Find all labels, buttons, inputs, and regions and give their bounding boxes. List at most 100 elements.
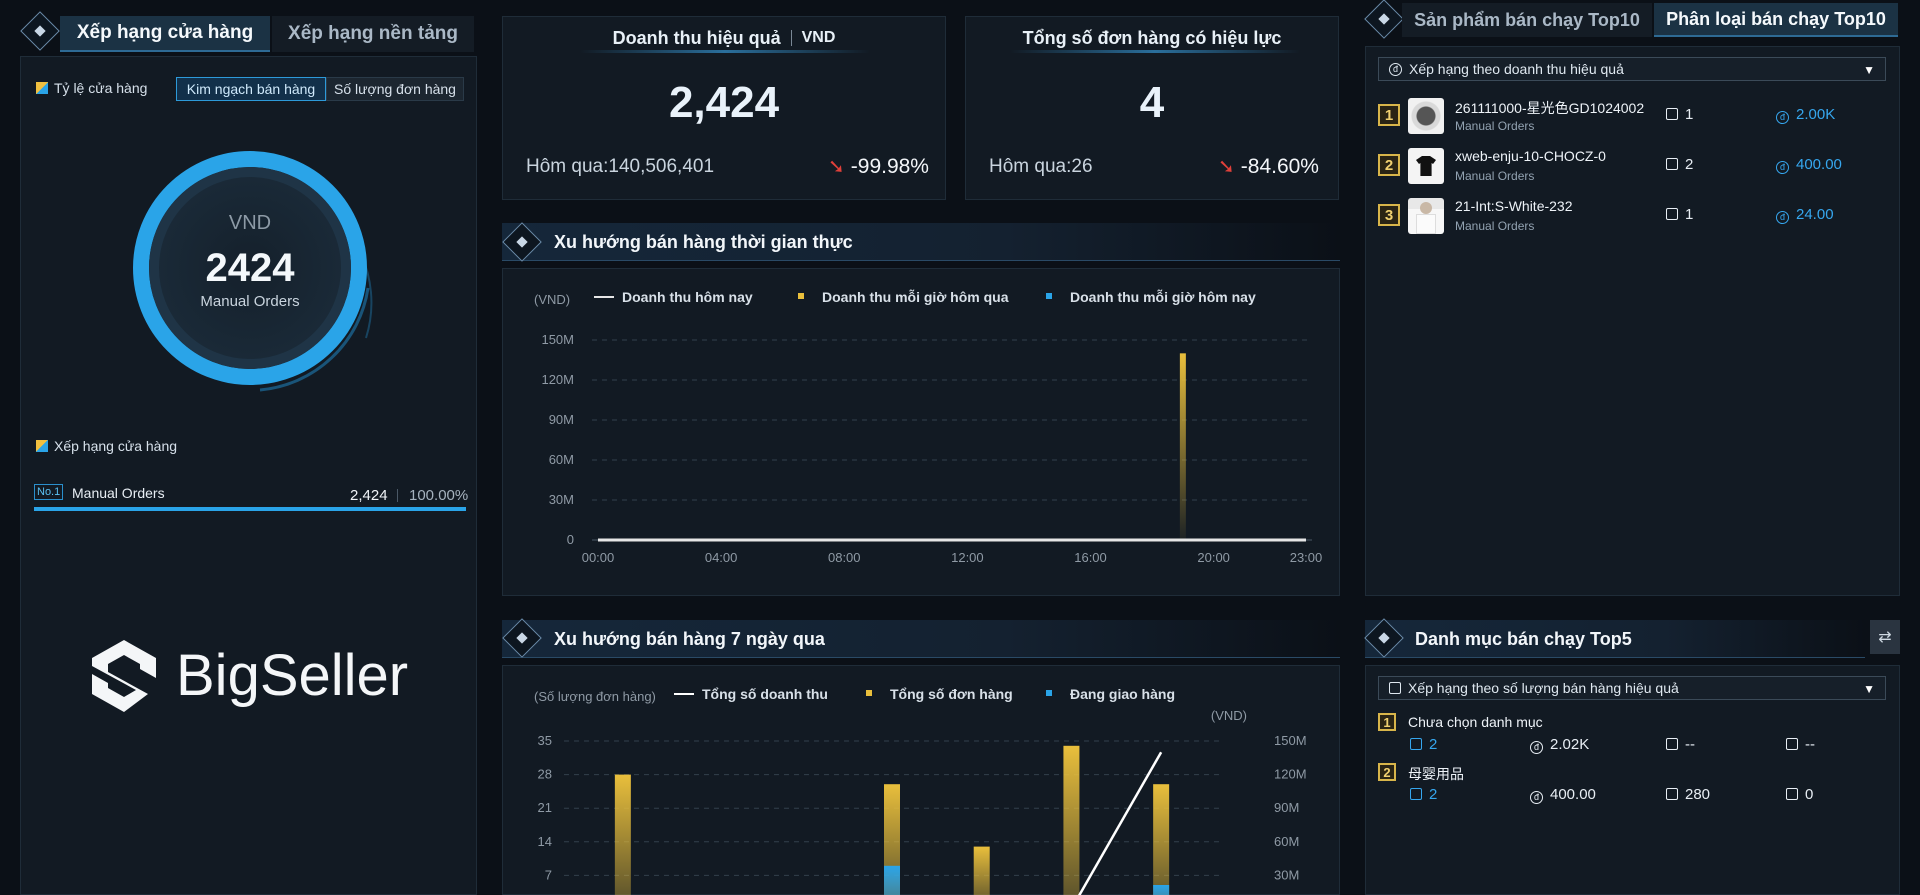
- order-icon: [1410, 788, 1422, 800]
- right-tick-label: 30M: [1274, 867, 1299, 882]
- category-stock-value: --: [1685, 736, 1695, 753]
- x-tick-label: 20:00: [1197, 550, 1230, 565]
- product-name: 21-Int:S-White-232: [1455, 198, 1573, 214]
- categories-title: Danh mục bán chạy Top5: [1415, 629, 1632, 649]
- left-tick-label: 14: [538, 834, 552, 849]
- rank-badge: 1: [1378, 713, 1396, 731]
- category-revenue: đ 2.02K: [1530, 736, 1589, 754]
- ranking-store-name: Manual Orders: [72, 485, 165, 501]
- store-ranking-text: Xếp hạng cửa hàng: [54, 438, 178, 454]
- list-item[interactable]: 1 Chưa chọn danh mục 2 đ 2.02K -- --: [1378, 712, 1886, 760]
- legend-label: Tổng số đơn hàng: [890, 686, 1013, 702]
- toggle-sales-amount[interactable]: Kim ngạch bán hàng: [176, 77, 326, 101]
- category-qty-value: 2: [1429, 786, 1438, 803]
- legend-label: Doanh thu mỗi giờ hôm nay: [1070, 289, 1256, 305]
- bar-yesterday-hourly: [1179, 353, 1186, 540]
- x-tick-label: 08:00: [828, 550, 861, 565]
- y-tick-label: 60M: [549, 452, 574, 467]
- product-qty-value: 1: [1685, 206, 1694, 223]
- ratio-icon: [36, 82, 48, 94]
- category-stock-value: 280: [1685, 786, 1711, 803]
- tshirt-icon: [1416, 156, 1436, 176]
- ranking-icon: [36, 440, 48, 452]
- bar-total-orders: [1063, 745, 1080, 895]
- y-tick-label: 0: [567, 532, 574, 547]
- x-tick-label: 12:00: [951, 550, 984, 565]
- list-item[interactable]: 2 母婴用品 2 đ 400.00 280 0: [1378, 762, 1886, 810]
- right-tick-label: 150M: [1274, 733, 1307, 748]
- tab-platform-ranking[interactable]: Xếp hạng nền tảng: [272, 16, 474, 52]
- legend-label: Doanh thu hôm nay: [622, 289, 753, 305]
- legend-label: Tổng số doanh thu: [702, 686, 828, 702]
- kpi-revenue-currency: VND: [801, 29, 836, 46]
- legend-swatch: [1046, 293, 1052, 299]
- left-tick-label: 35: [538, 733, 552, 748]
- stock-icon: [1666, 788, 1678, 800]
- kpi-revenue-title-text: Doanh thu hiệu quả: [612, 27, 781, 48]
- category-name: 母婴用品: [1408, 766, 1464, 782]
- product-revenue-value: 400.00: [1796, 156, 1842, 173]
- rank-badge: No.1: [34, 484, 64, 500]
- bar-shipping: [884, 865, 900, 895]
- person-body-icon: [1416, 214, 1436, 234]
- donut-ring: [133, 151, 367, 385]
- category-revenue-value: 400.00: [1550, 786, 1596, 803]
- coin-icon: đ: [1776, 111, 1789, 124]
- list-item[interactable]: 2 xweb-enju-10-CHOCZ-0 Manual Orders 2 đ…: [1378, 146, 1886, 188]
- kpi-revenue-title: Doanh thu hiệu quả VND: [502, 25, 946, 51]
- kpi-revenue-change-value: -99.98%: [850, 155, 929, 178]
- tab-top-variants[interactable]: Phân loại bán chạy Top10: [1654, 3, 1898, 37]
- left-tick-label: 21: [538, 800, 552, 815]
- legend-label: Đang giao hàng: [1070, 686, 1175, 702]
- product-revenue-value: 2.00K: [1796, 106, 1836, 123]
- swap-button[interactable]: ⇄: [1870, 620, 1900, 654]
- donut-ring-inner: [149, 167, 351, 369]
- category-returns-value: --: [1805, 736, 1815, 753]
- kpi-orders-title: Tổng số đơn hàng có hiệu lực: [1022, 27, 1282, 48]
- x-tick-label: 23:00: [1290, 550, 1323, 565]
- top-products-sort-select[interactable]: đ Xếp hạng theo doanh thu hiệu quả ▼: [1378, 57, 1886, 81]
- tab-store-ranking[interactable]: Xếp hạng cửa hàng: [60, 16, 270, 52]
- coin-icon: đ: [1389, 62, 1402, 76]
- categories-sort-label: Xếp hạng theo số lượng bán hàng hiệu quả: [1408, 680, 1679, 696]
- order-icon: [1666, 158, 1678, 170]
- y-tick-label: 120M: [541, 372, 574, 387]
- bar-shipping: [1153, 885, 1170, 895]
- category-qty: 2: [1410, 786, 1437, 803]
- tab-top-products[interactable]: Sản phẩm bán chạy Top10: [1402, 3, 1652, 37]
- product-thumbnail: [1408, 198, 1444, 234]
- y-tick-label: 30M: [549, 492, 574, 507]
- kpi-orders-card: [965, 16, 1339, 200]
- product-revenue: đ 400.00: [1776, 156, 1842, 174]
- top-products-sort-label: Xếp hạng theo doanh thu hiệu quả: [1409, 61, 1624, 77]
- order-icon: [1666, 208, 1678, 220]
- category-revenue: đ 400.00: [1530, 786, 1596, 804]
- coin-icon: đ: [1530, 741, 1543, 754]
- kpi-revenue-card: [502, 16, 946, 200]
- kpi-revenue-change: ➘ -99.98%: [828, 154, 929, 179]
- kpi-revenue-yesterday: Hôm qua:140,506,401: [526, 156, 715, 177]
- kpi-orders-change: ➘ -84.60%: [1218, 154, 1319, 179]
- line-total-revenue: [1077, 751, 1163, 895]
- weekly-header: Xu hướng bán hàng 7 ngày qua: [502, 620, 1340, 658]
- coin-icon: đ: [1776, 211, 1789, 224]
- toggle-order-count[interactable]: Số lượng đơn hàng: [326, 77, 464, 101]
- legend-swatch: [1046, 690, 1052, 696]
- x-tick-label: 04:00: [705, 550, 738, 565]
- categories-sort-select[interactable]: Xếp hạng theo số lượng bán hàng hiệu quả…: [1378, 676, 1886, 700]
- kpi-orders-yesterday: Hôm qua:26: [989, 156, 1093, 177]
- product-qty-value: 1: [1685, 106, 1694, 123]
- list-item[interactable]: 3 21-Int:S-White-232 Manual Orders 1 đ 24…: [1378, 196, 1886, 238]
- bigseller-logo: BigSeller: [88, 638, 418, 714]
- product-qty: 2: [1666, 156, 1693, 173]
- left-tick-label: 7: [545, 867, 552, 882]
- x-tick-label: 00:00: [582, 550, 615, 565]
- product-qty: 1: [1666, 206, 1693, 223]
- product-revenue: đ 2.00K: [1776, 106, 1835, 124]
- product-qty: 1: [1666, 106, 1693, 123]
- order-icon: [1410, 738, 1422, 750]
- return-icon: [1786, 788, 1798, 800]
- weekly-chart: (Số lượng đơn hàng) (VND) Tổng số doanh th…: [534, 686, 1307, 895]
- list-item[interactable]: 1 261111000-星光色GD1024002 Manual Orders 1…: [1378, 96, 1886, 138]
- chevron-down-icon: ▼: [1863, 682, 1875, 696]
